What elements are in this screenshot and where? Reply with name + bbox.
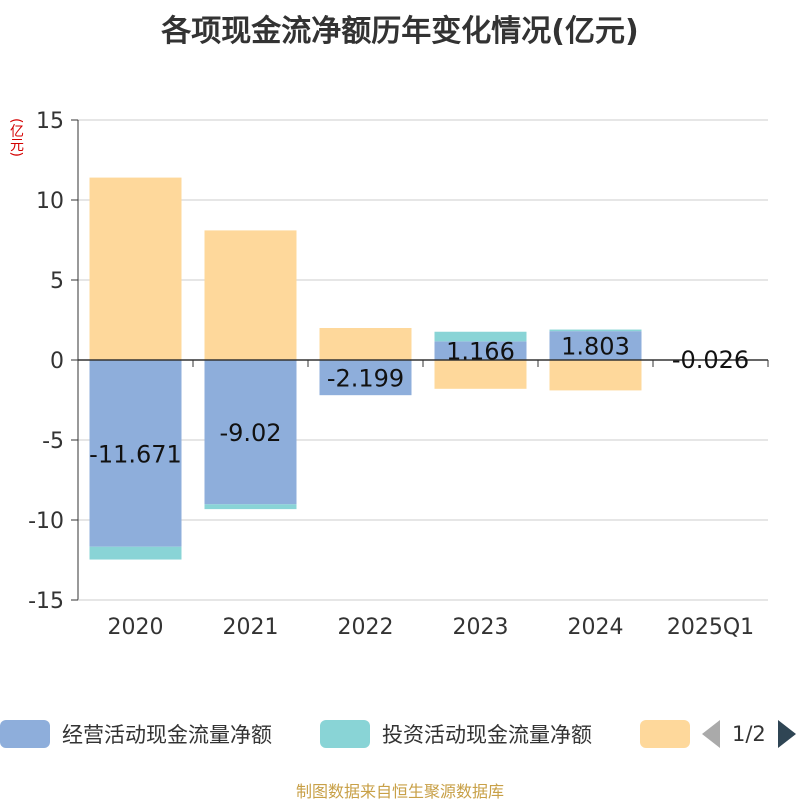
bar-financing	[549, 360, 642, 391]
x-category-label: 2020	[108, 615, 164, 640]
y-tick-label: -10	[28, 509, 64, 534]
legend-label-investing: 投资活动现金流量净额	[382, 723, 592, 747]
data-source-note: 制图数据来自恒生聚源数据库	[295, 782, 504, 801]
x-category-label: 2025Q1	[667, 615, 754, 640]
data-label: -9.02	[219, 419, 281, 447]
legend-label-operating: 经营活动现金流量净额	[62, 723, 272, 747]
legend-swatch-financing	[640, 720, 690, 748]
x-category-label: 2024	[568, 615, 624, 640]
bar-investing	[204, 504, 297, 510]
y-tick-label: 0	[50, 349, 64, 374]
legend-item-investing[interactable]: 投资活动现金流量净额	[320, 716, 592, 752]
y-tick-label: 10	[36, 189, 64, 214]
bar-financing	[204, 230, 297, 360]
legend-next-page-icon[interactable]	[777, 720, 796, 748]
data-label: 1.803	[561, 333, 630, 361]
bar-financing	[319, 328, 412, 360]
bar-operating	[434, 341, 527, 360]
y-tick-label: -5	[42, 429, 64, 454]
data-label: 1.166	[446, 338, 515, 366]
bar-investing	[89, 546, 182, 560]
legend-swatch-operating	[0, 720, 50, 748]
y-axis-unit-label: (亿元)	[8, 118, 24, 157]
data-label: -0.026	[672, 346, 749, 374]
legend-item-financing[interactable]	[640, 716, 690, 752]
y-tick-label: 15	[36, 109, 64, 134]
chart-title: 各项现金流净额历年变化情况(亿元)	[161, 14, 639, 49]
bar-operating	[204, 360, 297, 505]
bar-operating	[89, 360, 182, 547]
bar-investing	[434, 331, 527, 342]
bar-investing	[549, 329, 642, 332]
bar-financing	[434, 360, 527, 389]
legend-pager: 1/2	[702, 716, 796, 752]
y-tick-label: 5	[50, 269, 64, 294]
legend-page-indicator: 1/2	[732, 722, 766, 746]
bar-operating	[549, 331, 642, 360]
bar-financing	[89, 177, 182, 360]
x-category-label: 2023	[453, 615, 509, 640]
data-label: -11.671	[89, 440, 182, 468]
legend-swatch-investing	[320, 720, 370, 748]
x-category-label: 2021	[223, 615, 279, 640]
data-label: -2.199	[327, 365, 404, 393]
legend: 经营活动现金流量净额 投资活动现金流量净额 1/2	[0, 716, 800, 752]
x-category-label: 2022	[338, 615, 394, 640]
legend-item-operating[interactable]: 经营活动现金流量净额	[0, 716, 272, 752]
bar-operating	[319, 360, 412, 396]
legend-prev-page-icon[interactable]	[702, 720, 720, 748]
y-tick-label: -15	[28, 589, 64, 614]
